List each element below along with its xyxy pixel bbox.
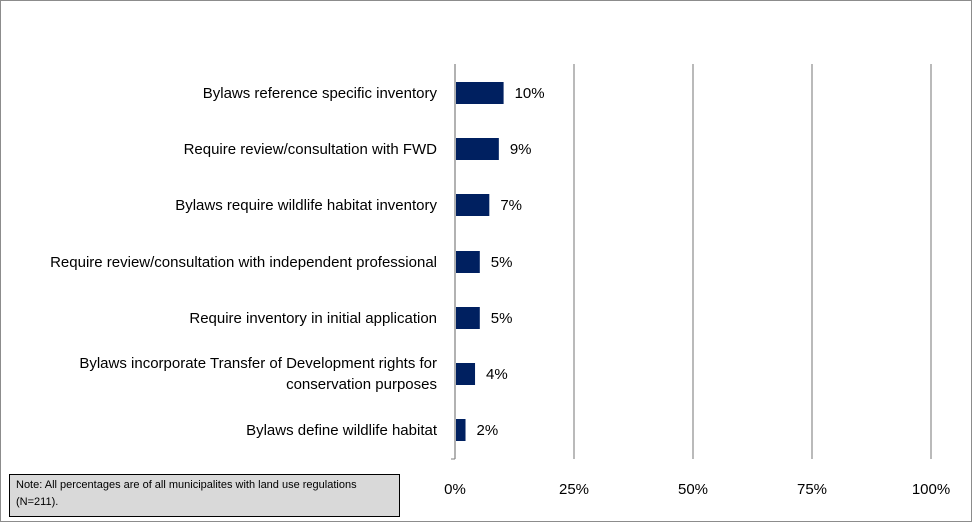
category-label: Bylaws define wildlife habitat (246, 421, 437, 439)
bar (456, 82, 504, 104)
data-label: 4% (486, 366, 508, 383)
data-label: 7% (500, 197, 522, 214)
data-label: 5% (491, 310, 513, 327)
bar (456, 194, 490, 216)
bar (456, 307, 480, 329)
bar (456, 138, 499, 160)
x-tick-label: 75% (797, 481, 827, 498)
chart-note: Note: All percentages are of all municip… (9, 474, 400, 517)
category-label: Require inventory in initial application (189, 309, 437, 327)
x-tick-label: 100% (912, 481, 950, 498)
category-label: Require review/consultation with indepen… (50, 253, 437, 271)
x-tick-label: 0% (444, 481, 466, 498)
bar (456, 251, 480, 273)
bar (456, 419, 466, 441)
data-label: 5% (491, 254, 513, 271)
x-tick-label: 25% (559, 481, 589, 498)
data-label: 9% (510, 141, 532, 158)
data-label: 2% (477, 422, 499, 439)
category-label: Bylaws require wildlife habitat inventor… (175, 196, 437, 214)
category-label: Bylaws incorporate Transfer of Developme… (79, 355, 437, 393)
category-label: Require review/consultation with FWD (183, 140, 437, 158)
bar (456, 363, 476, 385)
category-label: Bylaws reference specific inventory (202, 84, 437, 102)
x-tick-label: 50% (678, 481, 708, 498)
data-label: 10% (515, 85, 545, 102)
